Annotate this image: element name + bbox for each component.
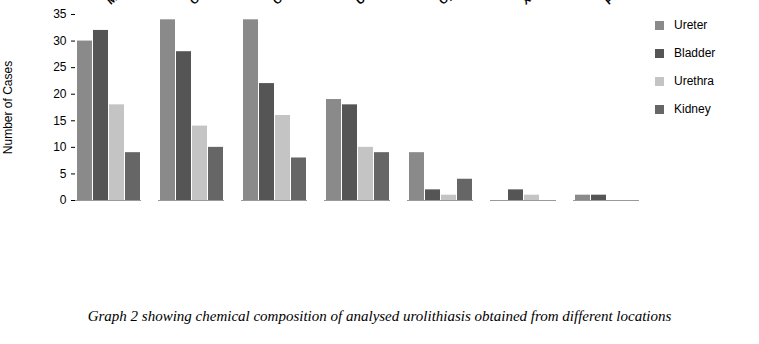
svg-text:35: 35 [53,7,67,21]
svg-text:10: 10 [53,140,67,154]
svg-text:Number of Cases: Number of Cases [1,61,15,154]
svg-text:15: 15 [53,114,67,128]
svg-text:Calcium Carbonate: Calcium Carbonate [270,0,355,7]
html-text:Graph 2 showing chemical compo: Graph 2 showing chemical composition of … [87,308,672,324]
html-text:Ureter: Ureter [674,18,708,32]
svg-text:30: 30 [53,34,67,48]
svg-text:Xanthine: Xanthine [519,0,562,7]
svg-text:Fibrin: Fibrin [602,0,633,7]
svg-text:20: 20 [53,87,67,101]
svg-text:Uric Acid: Uric Acid [353,0,397,7]
svg-text:0: 0 [60,193,67,207]
svg-text:Cystine: Cystine [436,0,474,7]
html-text:Kidney: Kidney [674,102,711,116]
svg-text:Mg Amm Ph: Mg Amm Ph [104,0,160,7]
svg-text:25: 25 [53,60,67,74]
svg-text:5: 5 [60,167,67,181]
html-text:Bladder: Bladder [674,46,716,60]
svg-text:Calcium Oxalate: Calcium Oxalate [187,0,260,7]
html-text:Urethra: Urethra [674,74,714,88]
